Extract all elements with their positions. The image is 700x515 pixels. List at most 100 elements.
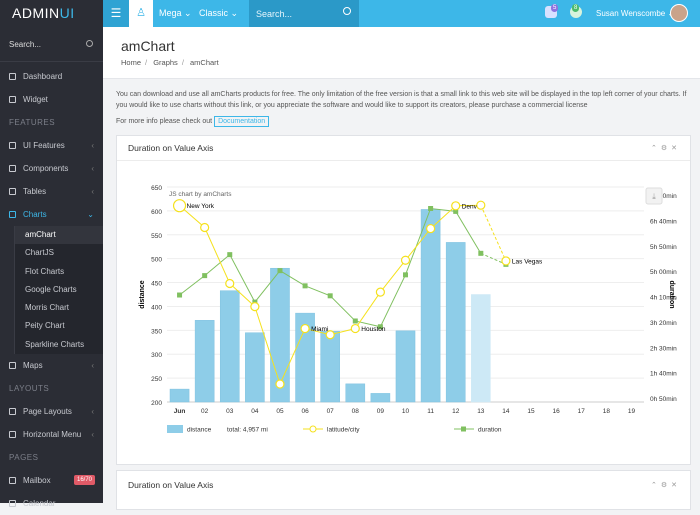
table-icon	[9, 188, 16, 195]
sidebar-item-ui-features[interactable]: UI Features ‹	[0, 134, 103, 157]
point-latitude	[250, 302, 260, 312]
sidebar-subitem-sparkline[interactable]: Sparkline Charts	[14, 335, 103, 355]
sidebar-search-input[interactable]	[0, 27, 80, 49]
documentation-button[interactable]: Documentation	[214, 116, 270, 127]
bar-distance	[420, 209, 441, 403]
bar-distance	[471, 294, 491, 403]
sidebar-section-features: FEATURES	[9, 118, 56, 127]
legend-marker-duration	[461, 426, 466, 432]
page-header: amChart Home / Graphs / amChart	[103, 27, 700, 79]
y-right-axis-label: duration	[668, 281, 675, 309]
download-icon: ⤓	[652, 192, 656, 201]
sidebar-subitem-flot[interactable]: Flot Charts	[14, 262, 103, 281]
bar-distance	[194, 320, 215, 403]
user-name-dropdown[interactable]: Susan Wenscombe ⌄	[596, 9, 675, 18]
point-latitude	[225, 278, 235, 289]
sidebar-item-dashboard[interactable]: Dashboard	[0, 65, 103, 88]
collapse-icon[interactable]: ⌃	[650, 482, 661, 489]
sidebar-item-maps[interactable]: Maps ‹	[0, 354, 103, 377]
classic-menu-button[interactable]: Classic ⌄	[199, 8, 239, 18]
chevron-left-icon: ‹	[91, 361, 94, 371]
avatar[interactable]	[670, 4, 688, 22]
breadcrumb-separator: /	[145, 58, 148, 67]
sidebar-subitem-peity[interactable]: Peity Chart	[14, 317, 103, 336]
top-navbar: ADMINUI ☰ ♙ Mega ⌄ Classic ⌄ 5 8 Susan W…	[0, 0, 700, 27]
point-latitude	[426, 223, 436, 234]
close-icon[interactable]: ✕	[671, 482, 681, 489]
menu-toggle-icon[interactable]: ☰	[103, 0, 129, 27]
legend-label-distance: distance	[187, 427, 212, 434]
breadcrumb-home[interactable]: Home	[121, 58, 142, 67]
user-icon[interactable]: ♙	[129, 0, 153, 27]
legend-marker-distance	[167, 425, 183, 433]
point-duration	[478, 250, 484, 256]
x-tick-label: 17	[578, 408, 586, 415]
x-tick-label: 16	[553, 408, 561, 415]
components-icon	[9, 165, 16, 172]
bar-distance	[169, 388, 190, 403]
point-duration	[202, 273, 208, 279]
brand-logo[interactable]: ADMINUI	[0, 0, 103, 27]
x-tick-label: Jun	[174, 408, 186, 415]
point-duration	[277, 268, 283, 274]
point-duration	[327, 293, 333, 299]
chevron-down-icon: ⌄	[87, 210, 94, 219]
sidebar-subitem-morris[interactable]: Morris Chart	[14, 299, 103, 318]
search-icon[interactable]	[343, 7, 351, 15]
x-tick-label: 03	[226, 408, 234, 415]
close-icon[interactable]: ✕	[671, 145, 681, 152]
legend-value-distance: total: 4,957 mi	[227, 427, 268, 434]
search-icon[interactable]	[86, 40, 93, 47]
chevron-left-icon: ‹	[91, 164, 94, 173]
wrench-icon[interactable]: ⚙	[660, 145, 672, 152]
sidebar-subitem-google[interactable]: Google Charts	[14, 280, 103, 300]
sidebar-item-tables[interactable]: Tables ‹	[0, 180, 103, 203]
layers-icon	[9, 142, 16, 149]
point-latitude	[172, 199, 187, 213]
intro-text: You can download and use all amCharts pr…	[116, 91, 687, 109]
point-duration	[377, 324, 383, 330]
mega-menu-button[interactable]: Mega ⌄	[159, 8, 192, 18]
y-left-tick-label: 350	[151, 328, 162, 335]
point-duration	[453, 208, 459, 214]
sidebar-item-page-layouts[interactable]: Page Layouts ‹	[0, 400, 103, 423]
sidebar-section-pages: PAGES	[9, 453, 39, 463]
top-search-input[interactable]	[249, 0, 339, 27]
point-latitude	[275, 379, 285, 389]
point-latitude	[400, 255, 411, 265]
map-icon	[9, 362, 16, 370]
x-tick-label: 19	[628, 408, 636, 415]
breadcrumb-graphs[interactable]: Graphs	[153, 58, 178, 67]
collapse-icon[interactable]: ⌃	[650, 145, 661, 152]
sidebar-item-mailbox[interactable]: Mailbox 16/70	[0, 469, 103, 492]
x-tick-label: 18	[603, 408, 611, 415]
legend-label-latitude: latitude/city	[327, 427, 360, 434]
point-latitude	[476, 200, 486, 210]
sidebar-item-horizontal-menu[interactable]: Horizontal Menu ‹	[0, 423, 103, 446]
sidebar-search	[0, 27, 103, 62]
sidebar-item-components[interactable]: Components ‹	[0, 157, 103, 180]
sidebar-subitem-chartjs[interactable]: ChartJS	[14, 244, 103, 263]
bar-distance	[245, 332, 265, 403]
bar-distance	[295, 312, 315, 403]
amchart-chart[interactable]: 200 250 300 350 400 450 500 550 600 650 0h 50min 1h…	[117, 136, 692, 466]
legend-label-duration: duration	[478, 427, 502, 434]
x-tick-label: 11	[427, 408, 434, 415]
city-label: Houston	[361, 326, 386, 333]
y-right-tick-label: 1h 40min	[650, 371, 677, 378]
panel-controls: ⌃⚙✕	[651, 144, 681, 152]
point-duration	[403, 272, 408, 278]
breadcrumb-current: amChart	[190, 58, 219, 67]
panel-divider	[117, 160, 690, 161]
sidebar-subitem-amchart[interactable]: amChart	[14, 226, 103, 245]
bar-distance	[395, 330, 416, 403]
sidebar-item-widget[interactable]: Widget	[0, 88, 103, 111]
sidebar-item-charts[interactable]: Charts ⌄	[0, 203, 103, 226]
dashboard-icon	[9, 73, 16, 80]
sidebar-section-layouts: LAYOUTS	[9, 384, 50, 394]
sidebar-item-calendar[interactable]: Calendar	[0, 492, 103, 515]
x-tick-label: 02	[201, 408, 209, 415]
wrench-icon[interactable]: ⚙	[660, 482, 672, 489]
line-latitude-future	[480, 204, 507, 262]
x-tick-label: 12	[452, 408, 460, 415]
